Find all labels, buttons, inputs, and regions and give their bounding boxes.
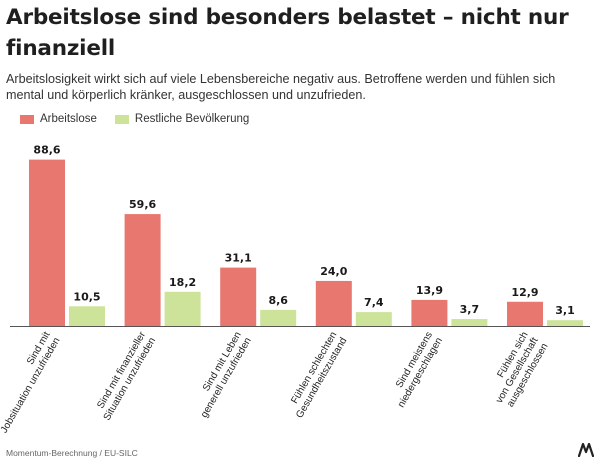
legend-item-arbeitslose: Arbeitslose — [20, 113, 97, 125]
data-label-bevoelkerung-3: 8,6 — [268, 294, 288, 307]
bar-bevoelkerung-3 — [260, 309, 297, 326]
data-label-bevoelkerung-5: 3,7 — [460, 303, 480, 316]
legend-label-arbeitslose: Arbeitslose — [40, 113, 97, 125]
data-label-arbeitslose-6: 12,9 — [511, 286, 538, 299]
legend: Arbeitslose Restliche Bevölkerung — [20, 113, 249, 125]
data-label-arbeitslose-3: 31,1 — [225, 252, 252, 265]
data-label-arbeitslose-1: 88,6 — [33, 144, 60, 157]
data-label-bevoelkerung-6: 3,1 — [555, 304, 575, 317]
bar-bevoelkerung-4 — [355, 312, 392, 326]
bar-arbeitslose-6 — [507, 301, 543, 326]
bar-arbeitslose-4 — [315, 280, 352, 326]
category-label-6: Fühlen sichvon Gesellschaftausgeschlosse… — [484, 330, 551, 411]
bar-arbeitslose-2 — [124, 214, 161, 326]
category-label-4: Fühlen schlechtenGesundheitszustand — [284, 330, 349, 420]
bar-arbeitslose-3 — [220, 267, 257, 326]
category-label-2: Sind mit finanziellerSituation unzufried… — [92, 329, 159, 422]
category-label-1: Sind mitJobsituation unzufrieden — [0, 330, 63, 435]
legend-swatch-arbeitslose — [20, 114, 34, 124]
chart-subtitle: Arbeitslosigkeit wirkt sich auf viele Le… — [6, 72, 556, 102]
momentum-logo — [577, 442, 595, 462]
legend-swatch-bevoelkerung — [114, 114, 129, 124]
bar-arbeitslose-1 — [29, 159, 65, 326]
data-label-arbeitslose-5: 13,9 — [416, 284, 443, 297]
data-label-bevoelkerung-1: 10,5 — [73, 290, 100, 303]
bar-bevoelkerung-5 — [451, 319, 488, 326]
data-label-bevoelkerung-4: 7,4 — [364, 296, 384, 309]
logo-icon — [577, 442, 595, 458]
category-label-3: Sind mit Lebengenerell unzufrieden — [189, 330, 254, 420]
bar-bevoelkerung-1 — [69, 306, 105, 326]
bar-bevoelkerung-2 — [164, 291, 201, 326]
data-label-arbeitslose-4: 24,0 — [320, 265, 347, 278]
bar-bevoelkerung-6 — [547, 320, 583, 326]
legend-label-bevoelkerung: Restliche Bevölkerung — [134, 113, 250, 125]
legend-item-bevoelkerung: Restliche Bevölkerung — [114, 113, 250, 125]
source-note: Momentum-Berechnung / EU-SILC — [6, 448, 138, 458]
bar-chart: 88,6 10,5 Sind mitJobsituation unzufrieden… — [0, 144, 590, 435]
bar-arbeitslose-5 — [411, 299, 448, 326]
chart-title: Arbeitslose sind besonders belastet – ni… — [6, 5, 569, 61]
data-label-arbeitslose-2: 59,6 — [129, 198, 156, 211]
data-label-bevoelkerung-2: 18,2 — [169, 276, 196, 289]
category-label-5: Sind meistensniedergeschlagen — [386, 330, 445, 410]
